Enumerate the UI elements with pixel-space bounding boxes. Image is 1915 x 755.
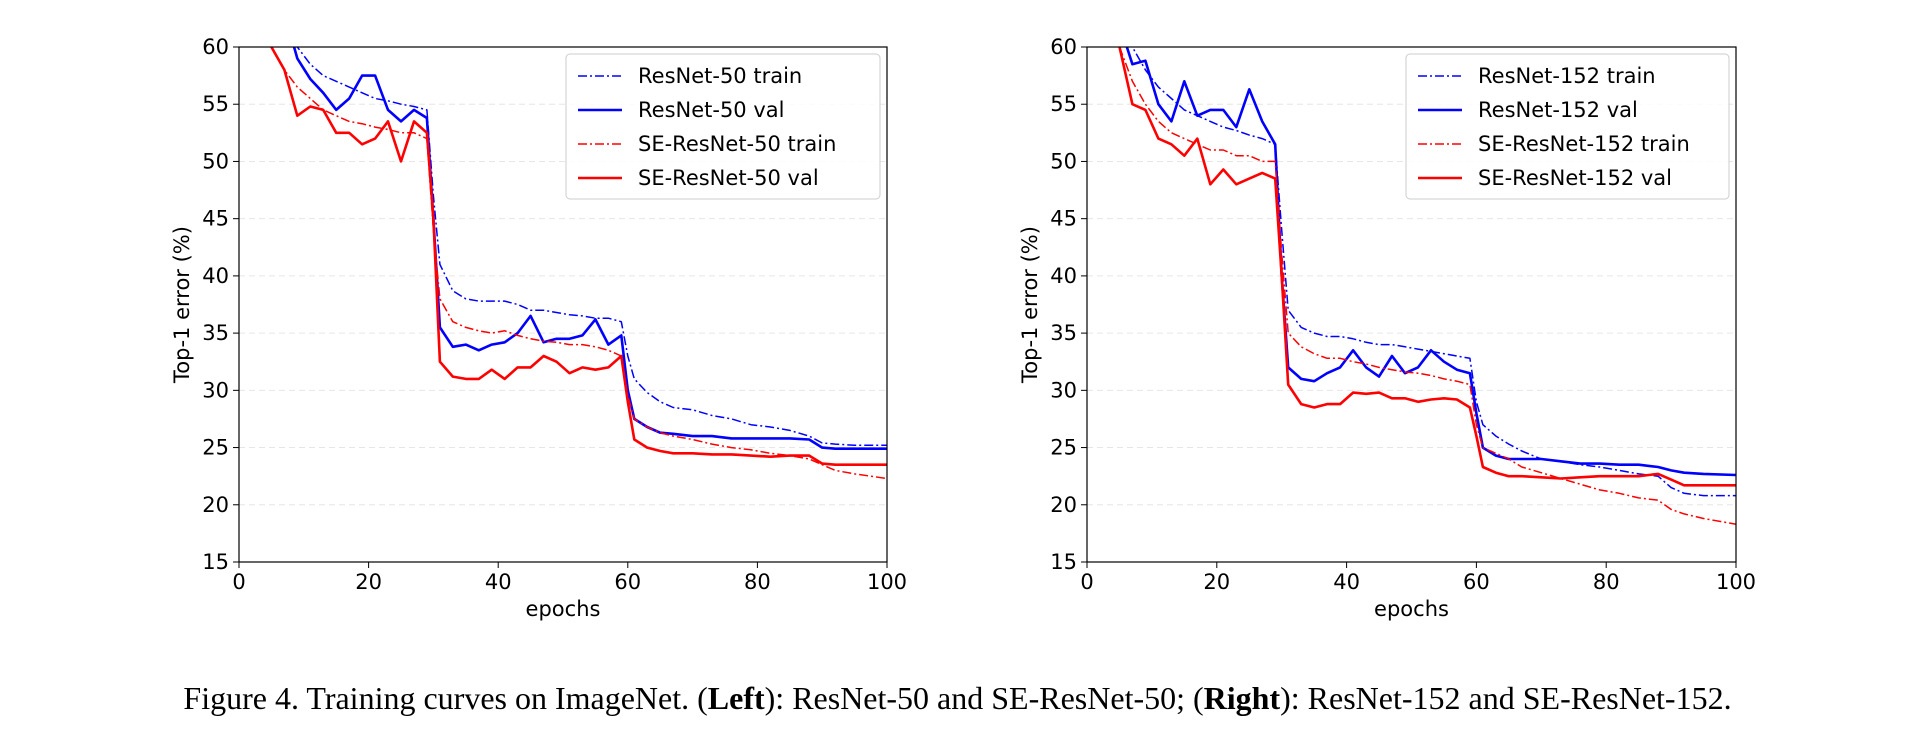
y-tick-label: 15	[202, 550, 229, 574]
y-axis-label: Top-1 error (%)	[1018, 226, 1042, 384]
y-tick-label: 25	[1050, 436, 1077, 460]
caption-text: Figure 4. Training curves on ImageNet. (	[183, 680, 708, 716]
lines	[270, 47, 887, 480]
figure: 15 20 25 30 35 40 45 50 55 60 0 20 40 60 80 100 epochs To…	[170, 35, 1756, 621]
y-tick-label: 35	[202, 321, 229, 345]
legend: ResNet-50 train ResNet-50 val SE-ResNet-50…	[565, 53, 881, 200]
x-tick-label: 40	[485, 570, 512, 594]
x-tick-label: 80	[1593, 570, 1620, 594]
legend: ResNet-152 train ResNet-152 val SE-ResNet-…	[1405, 53, 1730, 200]
x-tick-label: 20	[1203, 570, 1230, 594]
x-axis-label: epochs	[526, 597, 601, 621]
caption-text: ): ResNet-50 and SE-ResNet-50; (	[764, 680, 1204, 716]
legend-label: SE-ResNet-152 train	[1478, 132, 1690, 156]
x-tick-label: 0	[232, 570, 245, 594]
plot-frame	[238, 46, 888, 563]
lines	[1118, 47, 1736, 525]
series-line	[270, 47, 887, 466]
series-line	[270, 47, 887, 480]
y-tick-label: 50	[202, 149, 229, 173]
y-tick-label: 25	[202, 436, 229, 460]
legend-label: ResNet-152 train	[1478, 64, 1656, 88]
legend-label: SE-ResNet-152 val	[1478, 166, 1672, 190]
series-line	[1131, 47, 1736, 497]
y-tick-label: 60	[202, 35, 229, 59]
series-line	[1118, 47, 1736, 525]
y-tick-label: 45	[202, 207, 229, 231]
x-tick-label: 40	[1333, 570, 1360, 594]
y-tick-label: 45	[1050, 207, 1077, 231]
y-tick-label: 35	[1050, 321, 1077, 345]
x-tick-label: 100	[867, 570, 907, 594]
legend-label: ResNet-152 val	[1478, 98, 1638, 122]
legend-box	[565, 53, 881, 200]
x-tick-label: 80	[744, 570, 771, 594]
y-tick-label: 55	[202, 92, 229, 116]
x-tick-label: 60	[614, 570, 641, 594]
y-tick-label: 20	[1050, 493, 1077, 517]
y-tick-label: 20	[202, 493, 229, 517]
y-axis-label: Top-1 error (%)	[170, 226, 194, 384]
caption: Figure 4. Training curves on ImageNet. (…	[0, 680, 1915, 717]
y-tick-label: 40	[1050, 264, 1077, 288]
chart: 15 20 25 30 35 40 45 50 55 60 0 20 40 60 80 100 epochs To…	[170, 35, 907, 621]
caption-text: ): ResNet-152 and SE-ResNet-152.	[1280, 680, 1732, 716]
y-tick-label: 30	[202, 378, 229, 402]
x-axis-label: epochs	[1374, 597, 1449, 621]
chart: 15 20 25 30 35 40 45 50 55 60 0 20 40 60 80 100 epochs To…	[1018, 35, 1756, 621]
y-tick-label: 60	[1050, 35, 1077, 59]
legend-label: SE-ResNet-50 val	[638, 166, 819, 190]
y-tick-label: 40	[202, 264, 229, 288]
y-tick-label: 30	[1050, 378, 1077, 402]
x-tick-label: 100	[1716, 570, 1756, 594]
series-line	[1118, 47, 1736, 487]
y-tick-label: 50	[1050, 149, 1077, 173]
legend-label: ResNet-50 val	[638, 98, 784, 122]
caption-bold: Left	[707, 680, 765, 716]
x-tick-label: 0	[1080, 570, 1093, 594]
caption-bold: Right	[1203, 680, 1281, 716]
series-line	[292, 47, 887, 450]
y-tick-label: 15	[1050, 550, 1077, 574]
x-tick-label: 60	[1463, 570, 1490, 594]
x-tick-label: 20	[355, 570, 382, 594]
series-line	[1125, 47, 1736, 477]
legend-label: SE-ResNet-50 train	[638, 132, 836, 156]
series-line	[296, 47, 887, 447]
plot-frame	[1086, 46, 1737, 563]
legend-label: ResNet-50 train	[638, 64, 802, 88]
y-tick-label: 55	[1050, 92, 1077, 116]
legend-box	[1405, 53, 1730, 200]
